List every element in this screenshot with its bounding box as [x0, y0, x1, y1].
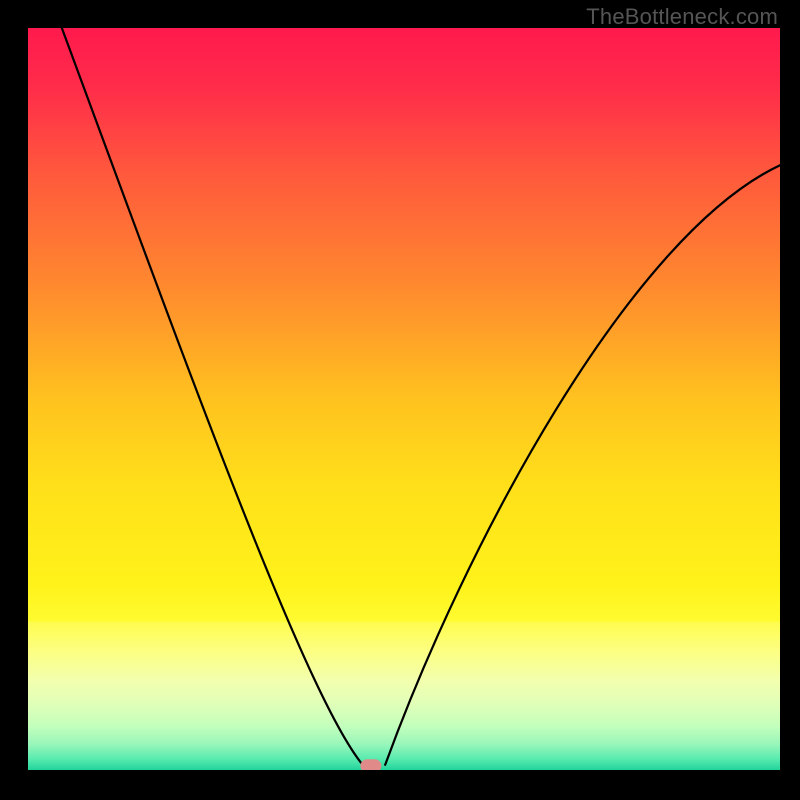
- chart-bottom-bands: [28, 622, 780, 770]
- chart-plot-area: [28, 28, 780, 770]
- watermark-label: TheBottleneck.com: [586, 4, 778, 30]
- vertex-marker: [360, 759, 381, 770]
- chart-svg: [28, 28, 780, 770]
